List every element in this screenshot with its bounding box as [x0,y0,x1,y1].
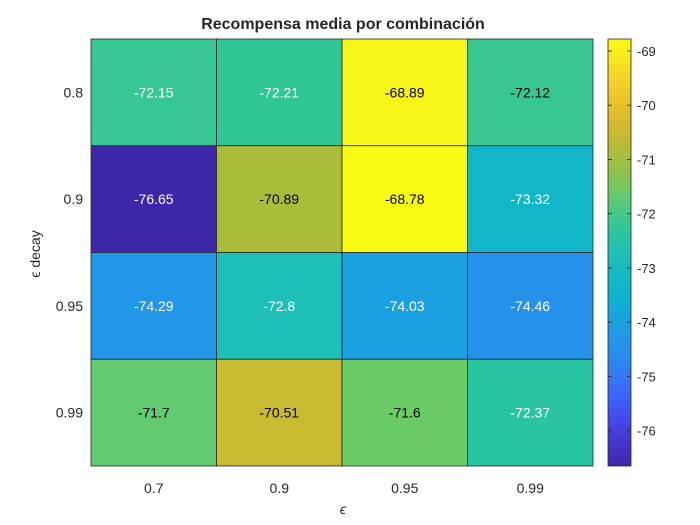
heatmap-cell [341,358,468,467]
cell-value-label: -73.32 [510,191,550,207]
colorbar-ticks: -69 -70 -71 -72 -73 -74 -75 -76 [608,44,656,439]
cell-value-label: -74.46 [510,298,550,314]
cell-value-label: -70.51 [259,405,299,421]
colorbar-tick-label: -76 [637,424,656,439]
heatmap-cell [90,145,217,253]
heatmap-cell [467,252,594,360]
y-tick-label: 0.9 [64,191,84,207]
x-axis-label: ϵ [340,501,347,517]
heatmap-cell [216,145,343,253]
cell-value-label: -70.89 [259,191,299,207]
heatmap-cell [90,38,217,147]
cell-value-label: -74.29 [134,298,174,314]
y-axis-label: ϵ decay [27,230,43,277]
x-tick-label: 0.95 [391,480,418,496]
cell-value-label: -68.89 [385,84,425,100]
cell-value-label: -72.37 [510,405,550,421]
colorbar-tick-label: -70 [637,98,656,113]
cell-value-label: -72.8 [263,298,295,314]
cell-value-label: -72.15 [134,84,174,100]
colorbar [607,38,632,467]
heatmap-cell [467,145,594,253]
cell-value-label: -71.7 [138,405,170,421]
chart-title: Recompensa media por combinación [201,16,485,33]
heatmap-cell [216,38,343,147]
colorbar-tick-label: -75 [637,369,656,384]
heatmap-cell [216,252,343,360]
heatmap-cells: -72.15 -72.21 -68.89 -72.12 -76.65 -70.89 -68.… [90,38,594,467]
cell-value-label: -72.21 [259,84,299,100]
heatmap-cell [467,358,594,467]
heatmap-cell [90,358,217,467]
y-tick-labels: 0.8 0.9 0.95 0.99 [56,84,83,420]
colorbar-tick-label: -72 [637,207,656,222]
x-tick-label: 0.99 [517,480,544,496]
colorbar-tick-label: -71 [637,152,656,167]
heatmap-cell [341,38,468,147]
heatmap-cell [341,145,468,253]
cell-value-label: -76.65 [134,191,174,207]
colorbar-tick-label: -73 [637,261,656,276]
cell-value-label: -68.78 [385,191,425,207]
heatmap-cell [467,38,594,147]
y-tick-label: 0.8 [64,84,84,100]
x-tick-labels: 0.7 0.9 0.95 0.99 [144,480,544,496]
y-tick-label: 0.99 [56,405,83,421]
colorbar-tick-label: -69 [637,44,656,59]
x-tick-label: 0.9 [270,480,290,496]
y-tick-label: 0.95 [56,298,83,314]
cell-value-label: -71.6 [389,405,421,421]
cell-value-label: -72.12 [510,84,550,100]
colorbar-tick-label: -74 [637,315,656,330]
heatmap-cell [216,358,343,467]
cell-value-label: -74.03 [385,298,425,314]
x-tick-label: 0.7 [144,480,164,496]
